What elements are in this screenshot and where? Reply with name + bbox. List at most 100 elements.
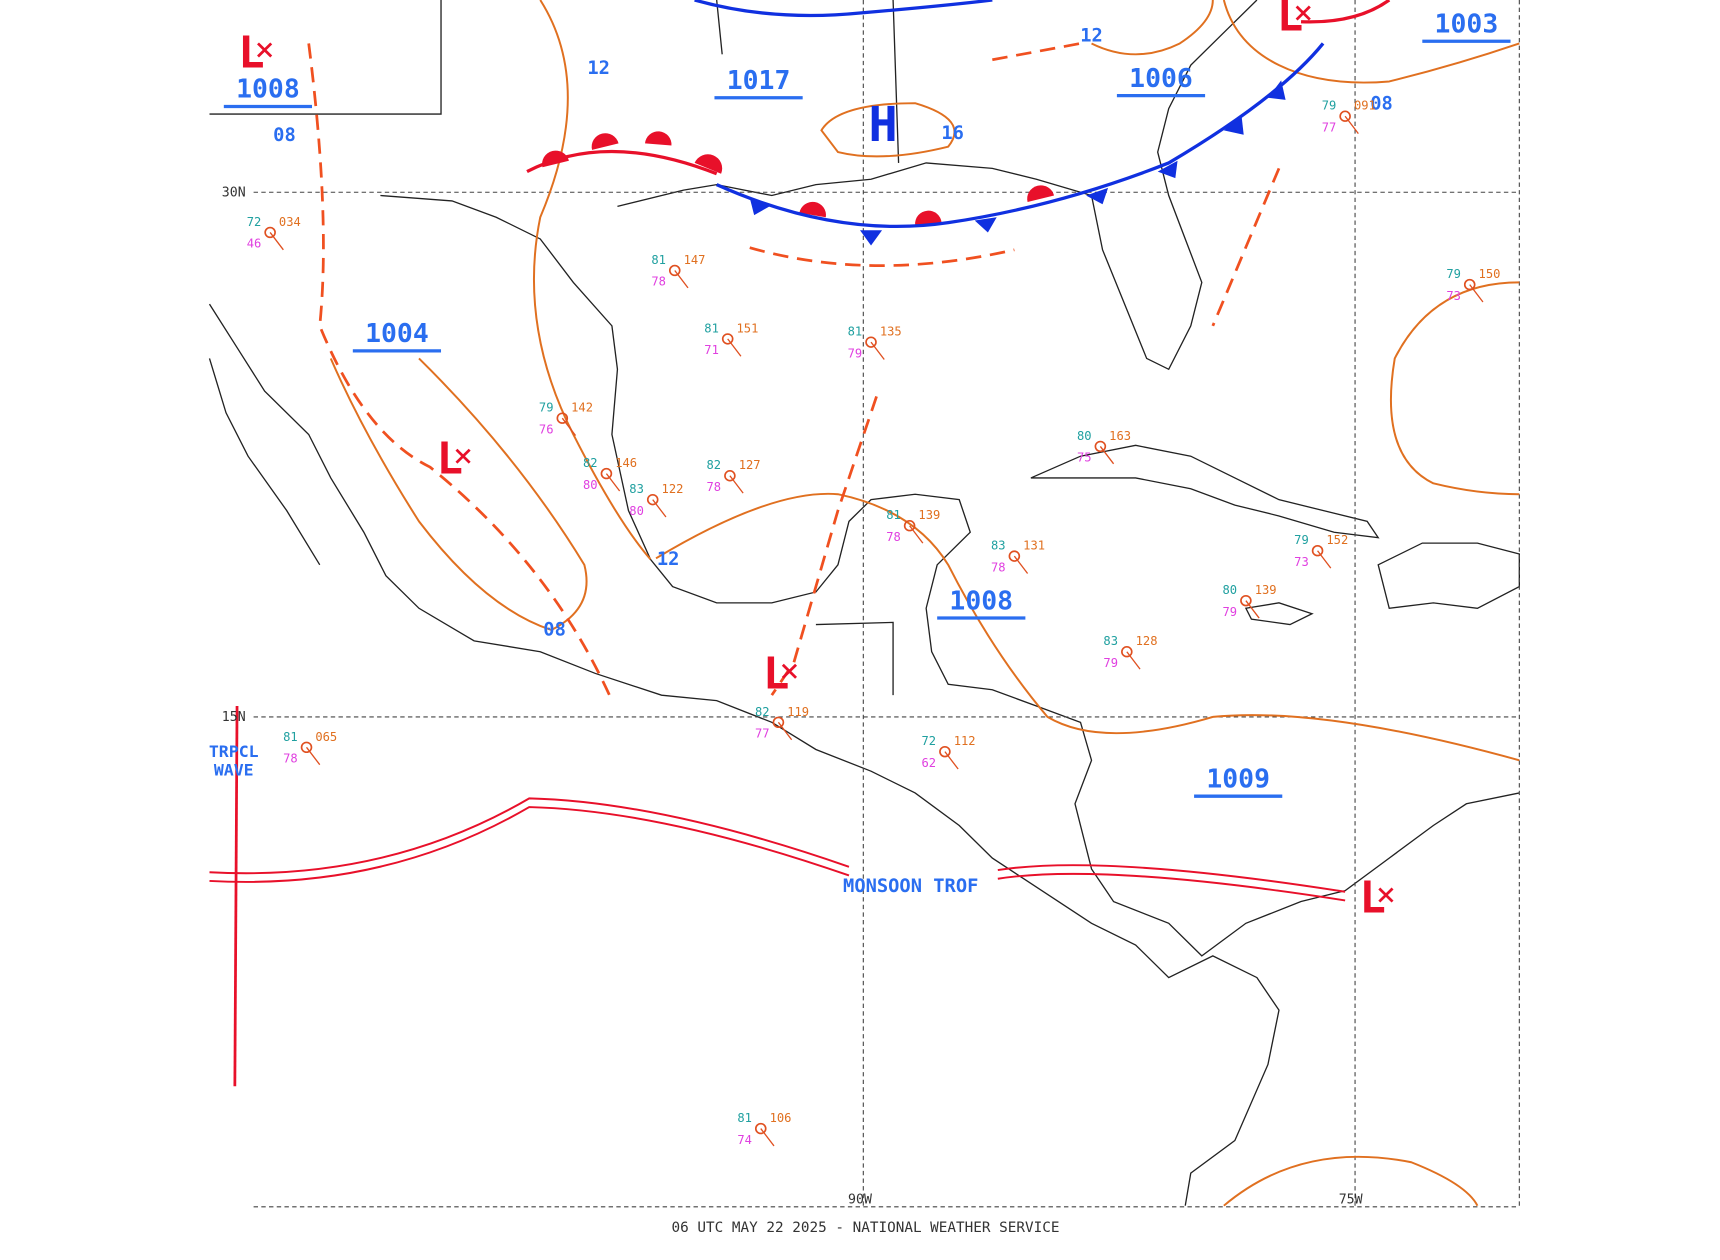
feature-label: TRPCL — [209, 742, 259, 761]
station-dewpoint: 78 — [283, 752, 298, 766]
isobar — [1389, 281, 1520, 496]
station-pressure: 152 — [1326, 533, 1348, 547]
labels: 06 UTC MAY 22 2025 - NATIONAL WEATHER SE… — [209, 0, 1511, 1236]
station-temp: 80 — [1077, 429, 1092, 443]
station — [1463, 278, 1476, 291]
warm-front-symbol — [799, 201, 827, 218]
station-temp: 72 — [247, 215, 262, 229]
station — [668, 264, 681, 277]
monsoon-trough — [997, 864, 1346, 902]
station — [600, 467, 613, 480]
station-temp: 80 — [1223, 583, 1238, 597]
station-pressure: 163 — [1109, 429, 1131, 443]
warm-front — [1300, 0, 1391, 24]
isobar-label: 12 — [587, 58, 610, 79]
station-dewpoint: 46 — [247, 237, 262, 251]
station-pressure: 128 — [1136, 634, 1158, 648]
wind-barb — [1317, 550, 1332, 569]
cuba — [1030, 444, 1380, 539]
station-temp: 82 — [755, 705, 770, 719]
station-dewpoint: 79 — [1223, 605, 1238, 619]
trough — [1211, 167, 1281, 327]
low-marker — [257, 42, 273, 58]
wind-barb — [652, 499, 667, 518]
station — [724, 470, 736, 482]
central-pressure: 1008 — [949, 587, 1013, 617]
station — [721, 333, 734, 345]
station-dewpoint: 75 — [1077, 451, 1092, 465]
warm-front-symbol — [591, 133, 619, 150]
isobar-label: 12 — [657, 549, 680, 570]
cold-front-symbol — [860, 230, 883, 246]
station — [903, 520, 916, 532]
central-pressure: 1004 — [365, 319, 429, 349]
wind-barb — [269, 232, 284, 251]
wind-barb — [1099, 446, 1115, 465]
trough — [992, 42, 1081, 62]
isobar — [820, 102, 956, 158]
wind-barb — [909, 525, 924, 544]
station-temp: 81 — [886, 508, 901, 522]
cold-front — [694, 0, 993, 18]
station-dewpoint: 73 — [1446, 289, 1461, 303]
station-temp: 83 — [1103, 634, 1118, 648]
isobar — [533, 0, 652, 561]
wind-barb — [727, 338, 742, 357]
trough — [749, 246, 1015, 267]
isobar — [655, 492, 1520, 762]
wind-barb — [729, 475, 744, 494]
station-pressure: 034 — [279, 215, 301, 229]
central-pressure: 1009 — [1206, 765, 1270, 795]
central-pressure: 1003 — [1435, 10, 1499, 40]
station-temp: 79 — [1446, 267, 1461, 281]
station — [1008, 550, 1021, 562]
station-dewpoint: 62 — [922, 756, 937, 770]
isobar-label: 12 — [1080, 25, 1103, 46]
central-pressure: 1017 — [727, 66, 791, 96]
wind-barb — [305, 746, 321, 766]
warm-front-symbol — [645, 131, 672, 146]
wind-barb — [760, 1128, 775, 1147]
station-pressure: 122 — [662, 482, 684, 496]
isobar-label: 08 — [1370, 94, 1393, 115]
isobar — [1223, 1155, 1479, 1207]
station-dewpoint: 73 — [1294, 555, 1309, 569]
warm-front-symbol — [1027, 185, 1055, 203]
station-temp: 81 — [283, 730, 298, 744]
station — [264, 226, 276, 239]
station-pressure: 091 — [1354, 99, 1376, 113]
trough — [307, 43, 614, 702]
coastline — [208, 303, 1280, 1206]
station-temp: 81 — [848, 325, 863, 339]
station-pressure: 142 — [571, 401, 593, 415]
isobar-label: 08 — [273, 125, 296, 146]
wind-barb — [1245, 600, 1260, 619]
wind-barb — [674, 270, 689, 289]
station-dewpoint: 77 — [1322, 121, 1337, 135]
station — [939, 745, 951, 758]
cold-front-symbol — [1086, 187, 1109, 205]
cold-front-symbol — [1157, 160, 1178, 179]
warm-front-symbols — [542, 131, 1055, 225]
station-temp: 79 — [539, 401, 554, 415]
isobar-label: 08 — [543, 620, 566, 641]
station-pressure: 151 — [737, 321, 759, 335]
border — [209, 0, 900, 696]
station-temp: 82 — [583, 456, 598, 470]
station-dewpoint: 71 — [704, 343, 719, 357]
station — [300, 741, 313, 754]
wind-barb — [1013, 555, 1029, 574]
cold-front-symbol — [1267, 80, 1286, 100]
station-dewpoint: 78 — [707, 480, 722, 494]
grid-label: 15N — [222, 710, 246, 725]
isobar-label: 16 — [941, 123, 964, 144]
low-marker — [781, 663, 798, 679]
high-center: H — [869, 98, 898, 154]
station-pressure: 065 — [315, 730, 337, 744]
coastline — [208, 358, 321, 566]
warm-front-symbol — [915, 210, 942, 225]
station-dewpoint: 74 — [737, 1133, 752, 1147]
station-pressure: 135 — [880, 325, 902, 339]
tropical-wave — [233, 706, 239, 1087]
